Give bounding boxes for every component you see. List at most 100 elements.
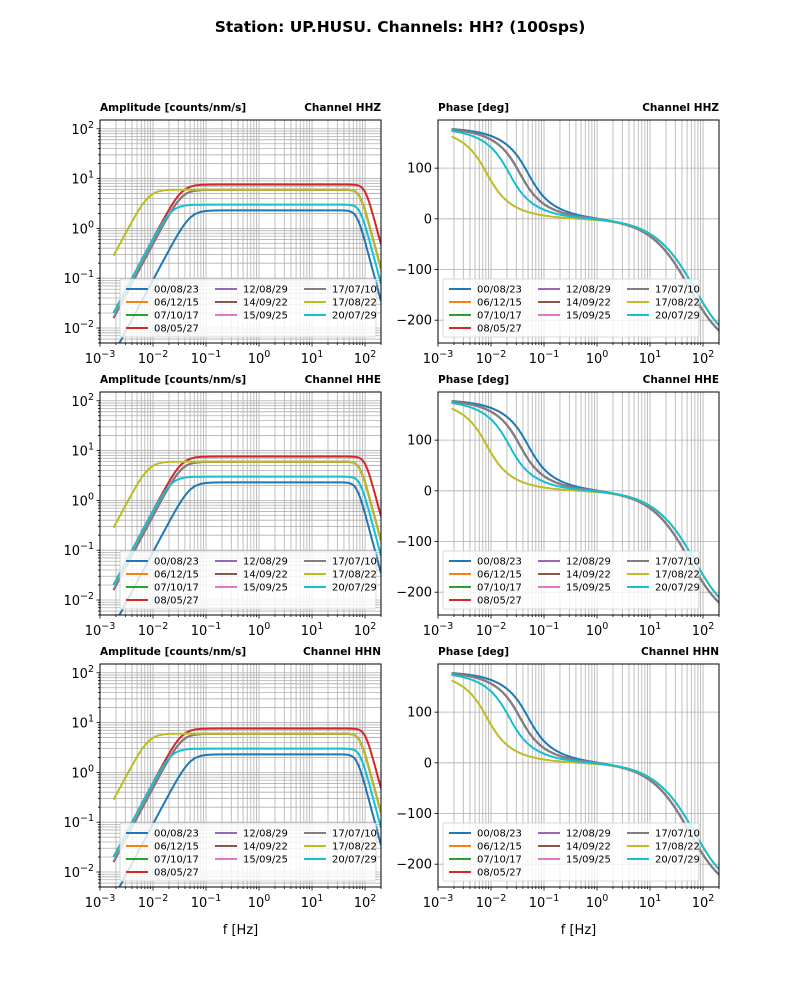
panel-phase-hhz: Phase [deg] Channel HHZ 10−3 10−2 10−1 100 101… [396,102,720,367]
legend-label: 17/08/22 [332,298,377,309]
x-tick-label: 10−1 [529,893,560,911]
x-tick-label: 10−3 [85,893,116,911]
legend-label: 08/05/27 [154,324,199,335]
y-tick-label: 10−1 [63,813,94,831]
panel-title-right: Channel HHN [641,646,719,658]
series-line-20-07-29 [451,674,719,871]
axes-frame [437,391,720,616]
legend-item: 15/09/25 [215,583,288,594]
legend-item: 17/07/10 [627,557,700,568]
legend-item: 15/09/25 [538,311,611,322]
y-tick-label: 10−1 [63,269,94,287]
legend-label: 17/07/10 [655,557,700,568]
legend-label: 15/09/25 [243,583,288,594]
axes-frame [99,391,382,616]
y-tick-label: −100 [396,807,432,822]
series-line-20-07-29 [112,747,381,858]
legend-label: 14/09/22 [243,298,288,309]
panel-amplitude-hhe: Amplitude [counts/nm/s] Channel HHE 10−3 10… [63,374,382,639]
legend-item: 07/10/17 [449,855,522,866]
legend-item: 07/10/17 [126,311,199,322]
panel-title-right: Channel HHZ [304,102,381,114]
y-ticks [96,400,100,616]
legend-item: 00/08/23 [449,829,522,840]
x-tick-label: 100 [248,893,271,911]
legend-label: 17/07/10 [332,285,377,296]
legend-label: 20/07/29 [655,311,700,322]
legend-item: 12/08/29 [538,829,611,840]
panel-amplitude-hhn: Amplitude [counts/nm/s] Channel HHN 10−3 10… [63,646,382,938]
y-tick-label: 100 [407,706,432,721]
axes-frame [437,663,720,888]
legend-label: 15/09/25 [243,311,288,322]
x-ticks [437,887,720,891]
axes-frame [437,119,720,344]
y-tick-label: 10−1 [63,541,94,559]
legend-label: 08/05/27 [477,324,522,335]
legend-frame [442,550,700,610]
legend-label: 12/08/29 [243,829,288,840]
x-ticks [437,343,720,347]
legend-item: 06/12/15 [449,570,522,581]
series-line-17-08-22 [112,460,381,542]
x-tick-label: 10−3 [423,893,454,911]
legend-item: 08/05/27 [126,868,199,879]
legend-item: 20/07/29 [627,311,700,322]
x-tick-label: 101 [301,621,324,639]
legend-label: 00/08/23 [477,285,522,296]
x-axis-label: f [Hz] [561,923,596,938]
legend-item: 20/07/29 [304,855,377,866]
legend-label: 15/09/25 [566,583,611,594]
legend-item: 14/09/22 [215,570,288,581]
legend-item: 06/12/15 [126,298,199,309]
panel-title-left: Amplitude [counts/nm/s] [100,374,246,386]
y-tick-label: 10−2 [63,319,94,337]
x-axis-label: f [Hz] [223,923,258,938]
legend-label: 15/09/25 [566,855,611,866]
series-line-00-08-23 [118,209,381,343]
axes-frame [99,119,382,344]
legend-item: 08/05/27 [126,324,199,335]
x-tick-label: 10−2 [476,893,507,911]
y-tick-label: 100 [71,219,94,237]
legend-item: 17/08/22 [304,842,377,853]
series-line-20-07-29 [112,475,381,586]
y-tick-label: 101 [71,442,94,460]
legend-label: 06/12/15 [477,570,522,581]
legend-label: 12/08/29 [566,557,611,568]
series-lines [451,128,719,332]
y-tick-label: 102 [71,120,94,138]
legend-label: 00/08/23 [154,829,199,840]
legend-label: 17/08/22 [655,570,700,581]
legend-label: 08/05/27 [477,596,522,607]
x-tick-label: 10−3 [85,621,116,639]
x-ticks [99,615,382,619]
legend-label: 00/08/23 [154,557,199,568]
legend-label: 00/08/23 [477,557,522,568]
legend-item: 06/12/15 [449,842,522,853]
legend: 00/08/23 06/12/15 07/10/17 08/05/27 12/08/29… [442,278,700,338]
legend-label: 08/05/27 [154,868,199,879]
legend-item: 20/07/29 [304,583,377,594]
x-tick-label: 101 [639,349,662,367]
x-tick-label: 100 [586,621,609,639]
legend-label: 20/07/29 [332,583,377,594]
legend-frame [119,550,377,610]
legend-label: 12/08/29 [566,829,611,840]
series-lines [451,400,719,604]
x-tick-label: 10−1 [529,349,560,367]
x-tick-label: 10−2 [476,621,507,639]
legend-label: 17/08/22 [332,842,377,853]
legend-frame [442,822,700,882]
y-tick-label: 10−2 [63,591,94,609]
series-line-17-08-22 [112,732,381,814]
x-tick-label: 10−1 [191,621,222,639]
x-ticks [437,615,720,619]
legend-label: 06/12/15 [154,298,199,309]
panel-title-left: Amplitude [counts/nm/s] [100,102,246,114]
panel-amplitude-hhz: Amplitude [counts/nm/s] Channel HHZ 10−3 10… [63,102,382,367]
x-tick-label: 10−1 [529,621,560,639]
legend: 00/08/23 06/12/15 07/10/17 08/05/27 12/08/29… [119,822,377,882]
legend-item: 12/08/29 [538,557,611,568]
legend-item: 15/09/25 [538,583,611,594]
